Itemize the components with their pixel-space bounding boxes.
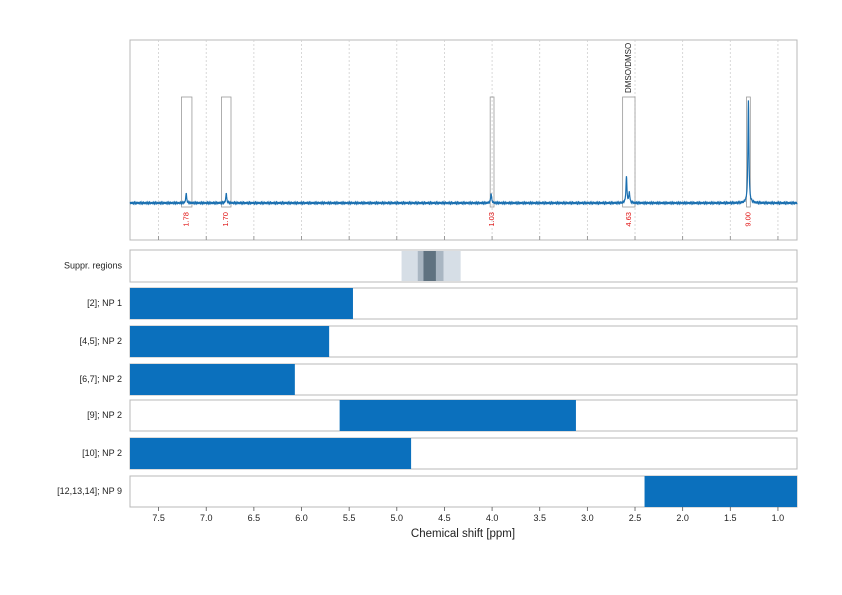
integral-box — [181, 96, 193, 208]
x-tick-label: 7.5 — [152, 513, 165, 523]
assignment-bar — [130, 438, 412, 469]
assignment-bar — [130, 326, 330, 357]
assignment-row: [4,5]; NP 2 — [80, 325, 798, 358]
assignment-row: [10]; NP 2 — [82, 437, 798, 470]
spectrum-panel: 1.78 1.70 1.03 4.63 DMSO/DMSO 9.00 — [129, 39, 798, 241]
x-tick-label: 4.0 — [486, 513, 499, 523]
assignment-label: [4,5]; NP 2 — [80, 336, 122, 346]
x-tick-label: 3.0 — [581, 513, 594, 523]
suppression-band — [423, 251, 436, 281]
x-tick-label: 3.5 — [533, 513, 546, 523]
x-tick-label: 1.0 — [772, 513, 785, 523]
integral-box — [622, 96, 636, 208]
suppression-frame — [129, 249, 798, 283]
x-tick-label: 7.0 — [200, 513, 213, 523]
assignment-label: [12,13,14]; NP 9 — [57, 486, 122, 496]
assignment-row: [2]; NP 1 — [87, 287, 798, 320]
assignment-row: [9]; NP 2 — [87, 399, 798, 432]
assignment-bar — [130, 288, 353, 319]
x-tick-label: 6.0 — [295, 513, 308, 523]
assignment-label: [6,7]; NP 2 — [80, 374, 122, 384]
integral-box — [746, 96, 751, 208]
assignment-label: [2]; NP 1 — [87, 298, 122, 308]
integral-label: 4.63 — [624, 212, 633, 227]
x-tick-label: 4.5 — [438, 513, 451, 523]
suppression-label: Suppr. regions — [64, 260, 123, 270]
assignment-bar — [644, 476, 797, 507]
x-tick-label: 5.5 — [343, 513, 356, 523]
x-axis: 7.5 7.0 6.5 6.0 5.5 5.0 4.5 4.0 3.5 3.0 2.5 2.0 1.5 1… — [152, 507, 784, 523]
integral-label: 1.03 — [487, 212, 496, 227]
integral-label: 9.00 — [743, 212, 752, 227]
assignment-label: [10]; NP 2 — [82, 448, 122, 458]
integral-label: 1.78 — [182, 212, 191, 227]
integral-box — [221, 96, 232, 208]
integral-box — [489, 96, 495, 208]
assignment-label: [9]; NP 2 — [87, 410, 122, 420]
x-tick-label: 5.0 — [391, 513, 404, 523]
peak-annotation: DMSO/DMSO — [624, 43, 633, 93]
assignment-bar — [339, 400, 576, 431]
spectrum-line — [129, 100, 798, 206]
integral-label: 1.70 — [221, 212, 230, 227]
assignment-row: [6,7]; NP 2 — [80, 363, 798, 396]
assignment-bar — [130, 364, 295, 395]
suppression-panel: Suppr. regions — [64, 249, 798, 283]
x-tick-label: 2.5 — [629, 513, 642, 523]
x-tick-label: 1.5 — [724, 513, 737, 523]
assignment-row: [12,13,14]; NP 9 — [57, 475, 798, 508]
spectrum-frame — [129, 39, 798, 241]
assignment-panels: [2]; NP 1 [4,5]; NP 2 [6,7]; NP 2 [9]; NP 2… — [57, 287, 798, 508]
x-axis-label: Chemical shift [ppm] — [411, 528, 515, 540]
x-tick-label: 2.0 — [676, 513, 689, 523]
x-tick-label: 6.5 — [248, 513, 261, 523]
